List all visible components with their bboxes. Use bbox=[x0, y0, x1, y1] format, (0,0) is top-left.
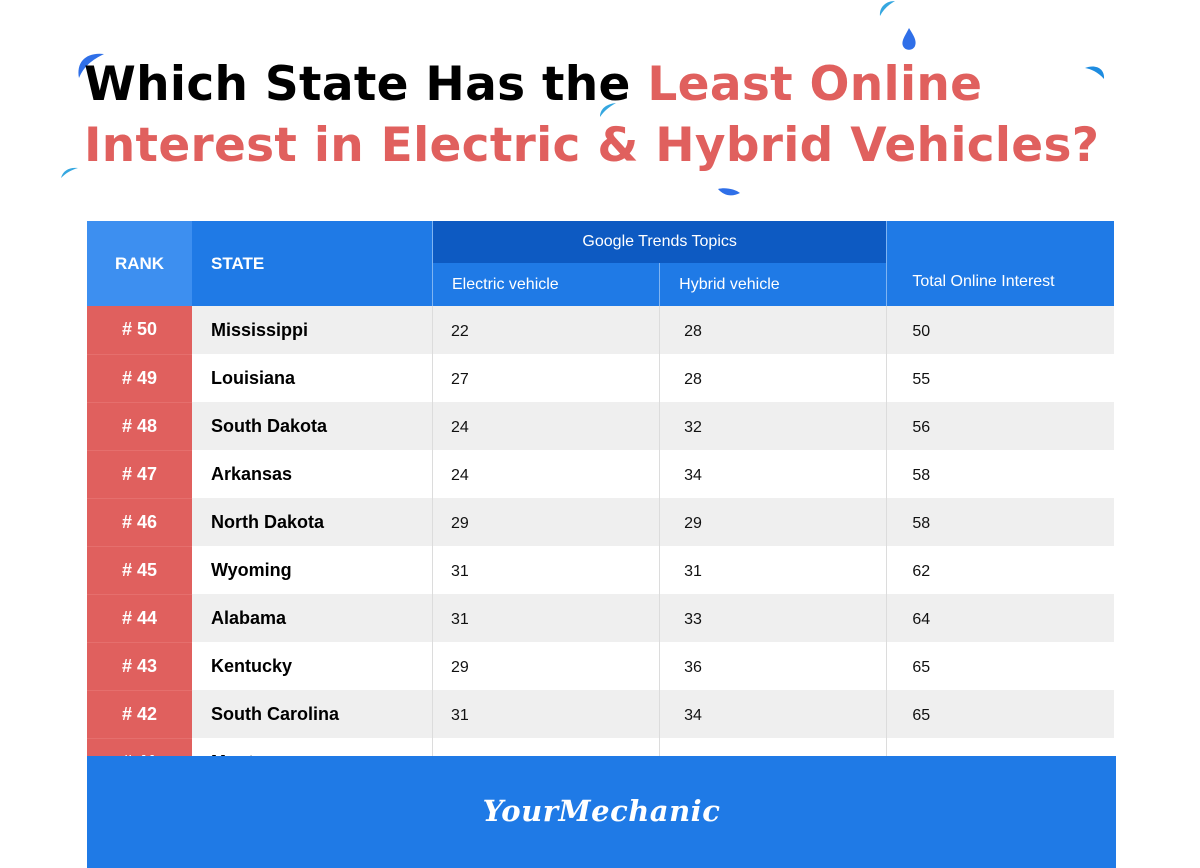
total-interest-cell: 65 bbox=[886, 690, 1114, 738]
total-interest-cell: 55 bbox=[886, 354, 1114, 402]
total-interest-cell: 65 bbox=[886, 642, 1114, 690]
table-row: # 48 South Dakota 24 32 56 bbox=[87, 402, 1114, 451]
google-trends-group-header: Google Trends Topics bbox=[432, 221, 887, 263]
table-header-row: RANK STATE Google Trends Topics Total On… bbox=[87, 221, 1114, 306]
teal-leaf-decoration-icon bbox=[1085, 66, 1105, 79]
table-row: # 46 North Dakota 29 29 58 bbox=[87, 498, 1114, 547]
electric-vehicle-cell: 27 bbox=[432, 354, 661, 402]
hybrid-vehicle-column-header: Hybrid vehicle bbox=[659, 263, 887, 306]
total-interest-cell: 50 bbox=[886, 306, 1114, 354]
hybrid-vehicle-cell: 28 bbox=[659, 354, 888, 402]
hybrid-vehicle-cell: 32 bbox=[659, 402, 888, 450]
table-row: # 50 Mississippi 22 28 50 bbox=[87, 306, 1114, 355]
electric-vehicle-cell: 31 bbox=[432, 690, 661, 738]
teal-leaf-decoration-icon bbox=[600, 103, 616, 117]
blue-leaf-decoration-icon bbox=[78, 53, 104, 78]
state-cell: Kentucky bbox=[192, 642, 433, 690]
state-cell: Arkansas bbox=[192, 450, 433, 498]
rank-cell: # 42 bbox=[87, 690, 192, 739]
table-row: # 43 Kentucky 29 36 65 bbox=[87, 642, 1114, 691]
yourmechanic-logo: YourMechanic bbox=[482, 794, 721, 828]
title-highlight-text: Least Online Interest in Electric & Hybr… bbox=[84, 57, 1100, 173]
rank-cell: # 45 bbox=[87, 546, 192, 595]
electric-vehicle-cell: 24 bbox=[432, 402, 661, 450]
hybrid-vehicle-cell: 28 bbox=[659, 306, 888, 354]
electric-vehicle-cell: 31 bbox=[432, 594, 661, 642]
teal-leaf-decoration-icon bbox=[61, 167, 78, 178]
rank-cell: # 49 bbox=[87, 354, 192, 403]
total-interest-cell: 62 bbox=[886, 546, 1114, 594]
state-cell: Alabama bbox=[192, 594, 433, 642]
state-cell: Wyoming bbox=[192, 546, 433, 594]
blue-leaf-decoration-icon bbox=[718, 188, 740, 196]
title-text: Which State Has the bbox=[84, 57, 648, 112]
electric-vehicle-cell: 24 bbox=[432, 450, 661, 498]
electric-vehicle-cell: 31 bbox=[432, 546, 661, 594]
rankings-table: RANK STATE Google Trends Topics Total On… bbox=[87, 221, 1114, 787]
rank-cell: # 47 bbox=[87, 450, 192, 499]
hybrid-vehicle-cell: 29 bbox=[659, 498, 888, 546]
rank-cell: # 43 bbox=[87, 642, 192, 691]
rank-cell: # 44 bbox=[87, 594, 192, 643]
total-interest-cell: 56 bbox=[886, 402, 1114, 450]
state-cell: South Carolina bbox=[192, 690, 433, 738]
table-row: # 45 Wyoming 31 31 62 bbox=[87, 546, 1114, 595]
hybrid-vehicle-cell: 34 bbox=[659, 690, 888, 738]
table-subheader-row: Electric vehicle Hybrid vehicle bbox=[87, 263, 1114, 306]
teal-leaf-decoration-icon bbox=[879, 1, 895, 16]
hybrid-vehicle-cell: 36 bbox=[659, 642, 888, 690]
table-row: # 47 Arkansas 24 34 58 bbox=[87, 450, 1114, 499]
rank-column-header: RANK bbox=[87, 221, 192, 306]
page-title: Which State Has the Least Online Interes… bbox=[84, 54, 1144, 176]
state-cell: South Dakota bbox=[192, 402, 433, 450]
table-row: # 44 Alabama 31 33 64 bbox=[87, 594, 1114, 643]
electric-vehicle-cell: 22 bbox=[432, 306, 661, 354]
rank-cell: # 48 bbox=[87, 402, 192, 451]
hybrid-vehicle-cell: 31 bbox=[659, 546, 888, 594]
blue-drop-decoration-icon bbox=[902, 28, 916, 50]
table-row: # 49 Louisiana 27 28 55 bbox=[87, 354, 1114, 403]
electric-vehicle-column-header: Electric vehicle bbox=[432, 263, 661, 306]
rank-cell: # 50 bbox=[87, 306, 192, 355]
state-column-header: STATE bbox=[192, 221, 433, 306]
state-cell: Mississippi bbox=[192, 306, 433, 354]
footer-banner: YourMechanic bbox=[87, 756, 1116, 868]
hybrid-vehicle-cell: 33 bbox=[659, 594, 888, 642]
total-interest-cell: 64 bbox=[886, 594, 1114, 642]
total-interest-cell: 58 bbox=[886, 450, 1114, 498]
electric-vehicle-cell: 29 bbox=[432, 498, 661, 546]
total-interest-column-header: Total Online Interest bbox=[886, 221, 1114, 306]
state-cell: Louisiana bbox=[192, 354, 433, 402]
rank-cell: # 46 bbox=[87, 498, 192, 547]
hybrid-vehicle-cell: 34 bbox=[659, 450, 888, 498]
table-row: # 42 South Carolina 31 34 65 bbox=[87, 690, 1114, 739]
total-interest-cell: 58 bbox=[886, 498, 1114, 546]
electric-vehicle-cell: 29 bbox=[432, 642, 661, 690]
state-cell: North Dakota bbox=[192, 498, 433, 546]
